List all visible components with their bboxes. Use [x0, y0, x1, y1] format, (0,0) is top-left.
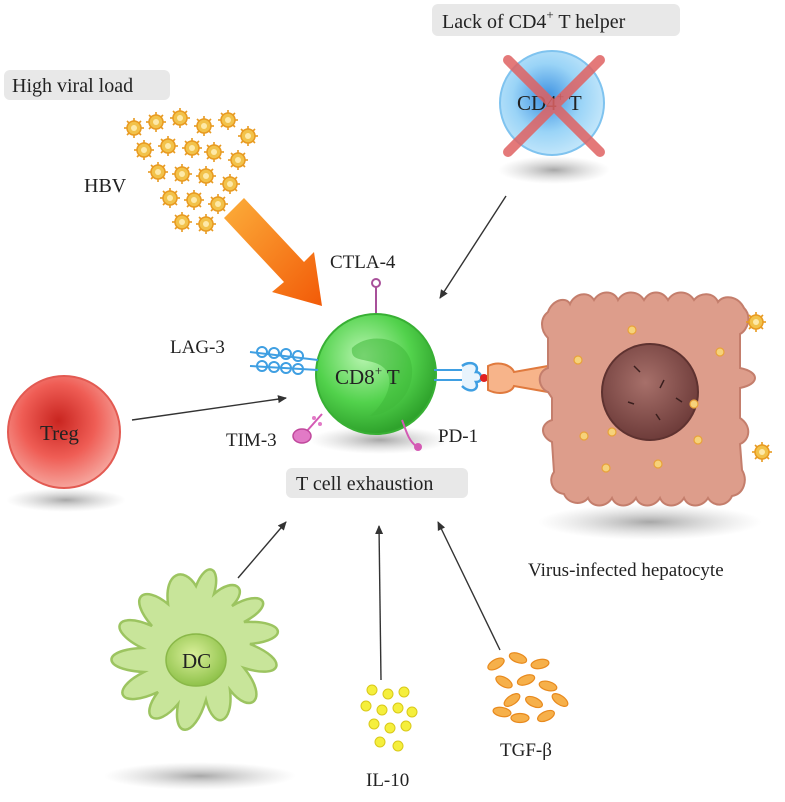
il10-molecule — [366, 684, 378, 696]
il10-molecule — [400, 720, 412, 732]
dc-to-exhaustion-arrow — [237, 521, 287, 579]
ctla4-label: CTLA-4 — [330, 252, 396, 273]
cd8-t-cell: CD8+ T — [310, 313, 450, 454]
il10-molecule — [398, 686, 410, 698]
hbv-virion-icon — [133, 139, 155, 161]
tgf-beta-molecule — [503, 693, 521, 707]
hbv-virion-icon — [171, 163, 193, 185]
cd8-cell-label: CD8 — [335, 365, 375, 389]
viral-load-arrow — [224, 198, 322, 306]
tgf-beta-molecule — [551, 693, 569, 707]
tgf-beta-to-exhaustion-arrow — [437, 521, 501, 651]
hbv-virion-icon — [157, 135, 179, 157]
hbv-virion-icon — [195, 165, 217, 187]
lack-cd4-label-box: Lack of CD4+ T helper — [432, 4, 680, 36]
il10-molecule — [392, 740, 404, 752]
pd1-receptor — [401, 419, 422, 451]
dc-label: DC — [182, 649, 211, 673]
lack-cd4-text: Lack of CD4 — [442, 11, 546, 33]
il10-molecule — [374, 736, 386, 748]
hbv-virion-icon — [193, 115, 215, 137]
hbv-virion-icon — [171, 211, 193, 233]
free-virion-icon — [751, 441, 773, 463]
high-viral-load-label-box: High viral load — [4, 70, 170, 100]
hbv-virion-icon — [217, 109, 239, 131]
hbv-virion-icon — [237, 125, 259, 147]
hbv-virion-icon — [219, 173, 241, 195]
tgf-beta-molecule — [510, 712, 530, 724]
svg-text:Lack of CD4+ T helper: Lack of CD4+ T helper — [442, 7, 626, 33]
cd4-t-cell: CD4+ T — [498, 50, 610, 184]
tgf-beta-molecule — [516, 674, 536, 686]
tgf-beta-molecule — [487, 657, 505, 671]
cd4-to-cd8-arrow — [439, 195, 507, 299]
treg-to-cd8-arrow — [131, 395, 287, 421]
il10-molecule — [368, 718, 380, 730]
high-viral-load-text: High viral load — [12, 75, 133, 97]
hbv-virion-icon — [183, 189, 205, 211]
virus-infected-hepatocyte — [538, 291, 773, 540]
pd1-label: PD-1 — [438, 426, 478, 447]
free-virion-icon — [745, 311, 767, 333]
tgf-beta-label: TGF-β — [500, 740, 552, 761]
il10-molecule — [384, 722, 396, 734]
hbv-virion-icon — [203, 141, 225, 163]
il10-molecules — [360, 684, 418, 752]
tim3-receptor — [292, 413, 323, 444]
hbv-virion-icon — [181, 137, 203, 159]
tgf-beta-molecule — [525, 695, 543, 709]
treg-label: Treg — [40, 421, 79, 445]
il10-to-exhaustion-arrow — [375, 525, 384, 681]
hbv-virion-icon — [227, 149, 249, 171]
tgf-beta-molecule — [530, 658, 550, 670]
tim3-label: TIM-3 — [226, 430, 277, 451]
cross-mark-icon — [503, 55, 605, 157]
il10-label: IL-10 — [366, 770, 409, 791]
svg-text:CD8+ T: CD8+ T — [335, 363, 400, 389]
tgf-beta-molecules — [487, 652, 569, 724]
hbv-virion-icon — [123, 117, 145, 139]
tgf-beta-molecule — [538, 680, 558, 692]
lag3-label: LAG-3 — [170, 337, 225, 358]
il10-molecule — [392, 702, 404, 714]
il10-molecule — [406, 706, 418, 718]
t-cell-exhaustion-text: T cell exhaustion — [296, 473, 433, 495]
il10-molecule — [376, 704, 388, 716]
hbv-virion-icon — [145, 111, 167, 133]
tgf-beta-molecule — [492, 706, 512, 718]
hbv-virion-icon — [195, 213, 217, 235]
ctla4-receptor — [371, 278, 381, 316]
tgf-beta-molecule — [508, 652, 528, 664]
hbv-virion-icon — [169, 107, 191, 129]
tgf-beta-molecule — [537, 709, 555, 723]
il10-molecule — [382, 688, 394, 700]
lag3-receptor — [249, 346, 319, 375]
hbv-label: HBV — [84, 175, 127, 197]
hbv-virion-icon — [147, 161, 169, 183]
il10-molecule — [360, 700, 372, 712]
treg-cell: Treg — [6, 375, 126, 512]
tcr-mhc-interaction — [434, 361, 549, 394]
t-cell-exhaustion-box: T cell exhaustion — [286, 468, 468, 498]
tgf-beta-molecule — [495, 675, 513, 689]
dendritic-cell: DC — [104, 568, 296, 790]
hbv-virion-icon — [159, 187, 181, 209]
hbv-virion-icon — [207, 193, 229, 215]
hepatocyte-label: Virus-infected hepatocyte — [528, 560, 724, 581]
